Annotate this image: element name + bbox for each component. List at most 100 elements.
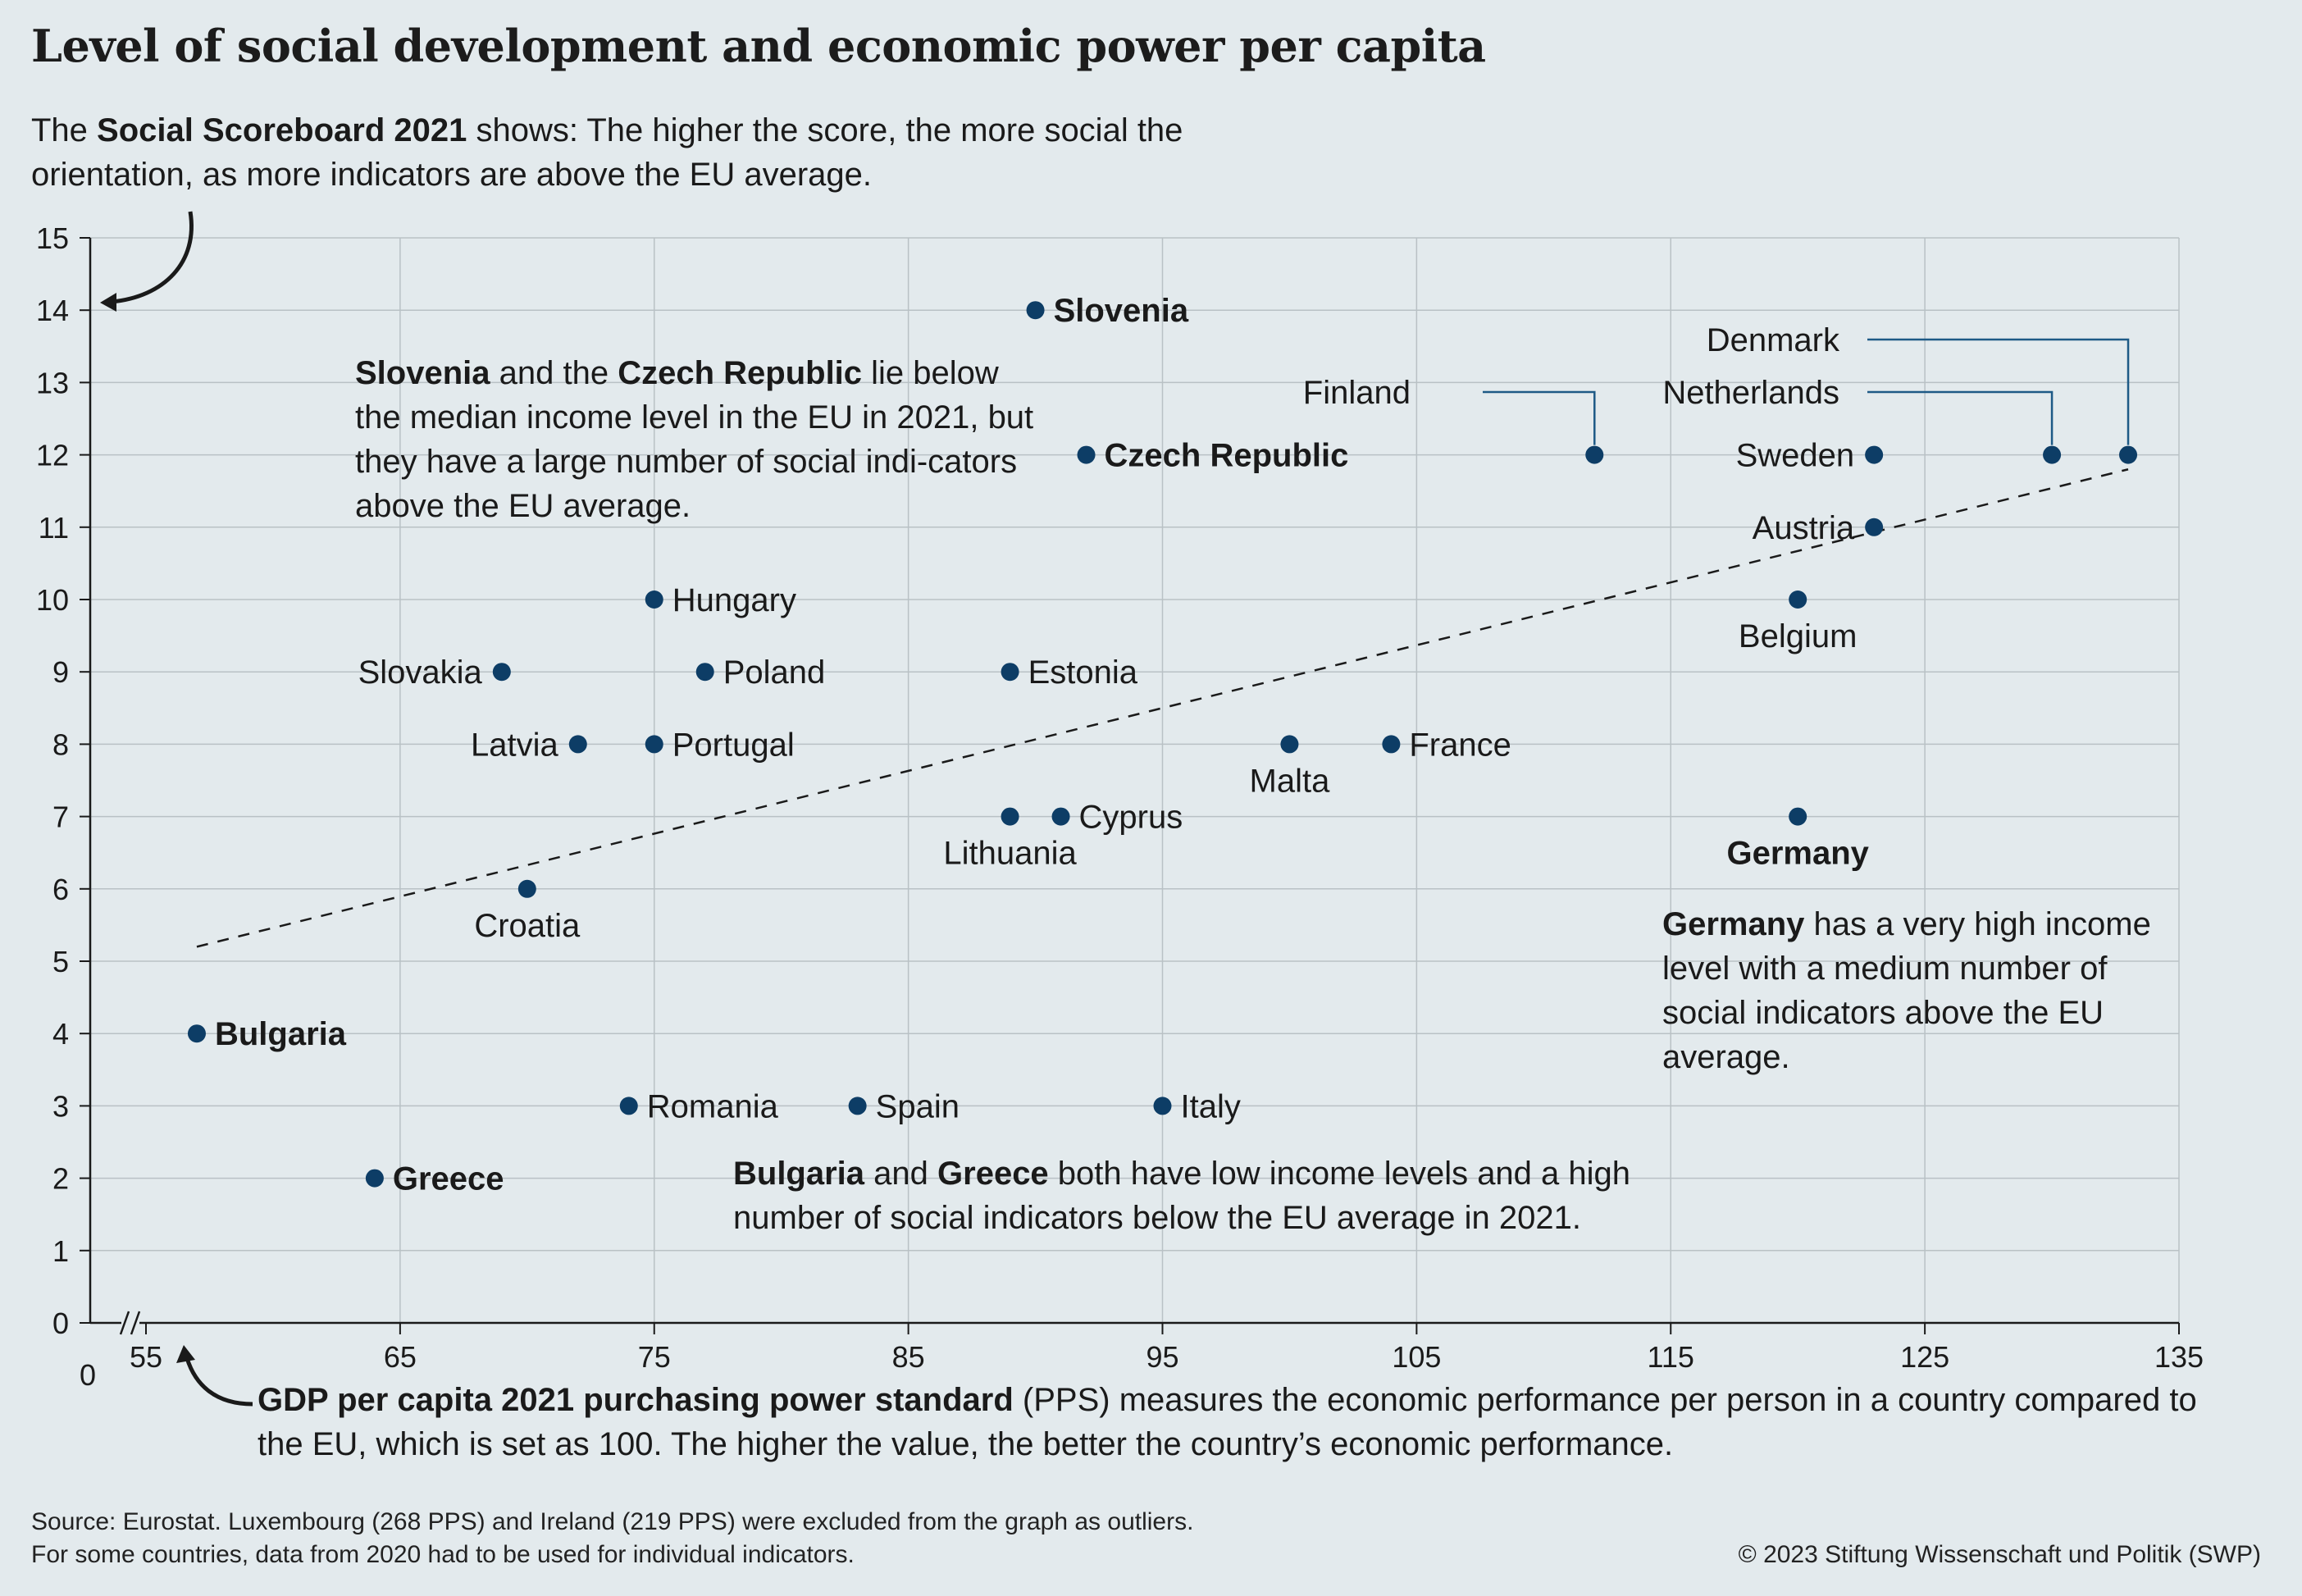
y-axis-description: The Social Scoreboard 2021 shows: The hi… [31,108,1228,197]
data-point [1280,735,1299,754]
data-label: Lithuania [943,836,1077,872]
intro-text: The [31,112,98,148]
intro-text-rest: shows: The higher the score, the more so… [31,112,1183,193]
note-bold-greece: Greece [937,1156,1049,1192]
note-bold-bulgaria: Bulgaria [733,1156,865,1192]
data-point [1001,663,1019,682]
leader-line [1483,390,1596,445]
chart-title: Level of social development and economic… [31,20,1486,72]
x-tick-label: 95 [1146,1340,1178,1374]
data-point [619,1097,638,1115]
y-tick-label: 11 [39,511,69,545]
note-text: has a very high income level with a medi… [1662,906,2151,1075]
data-label: Poland [723,654,826,691]
data-label: Austria [1753,510,1855,546]
y-tick-label: 14 [36,294,69,327]
data-point [2043,445,2062,464]
axis-break-mark [119,1311,130,1335]
note-text: both have low income levels and a high n… [733,1156,1631,1236]
y-tick-label: 12 [36,439,69,472]
x-tick-label: 125 [1900,1340,1949,1374]
y-tick-label: 8 [52,727,69,761]
data-points [187,301,2138,1188]
y-tick-label: 5 [52,945,69,978]
data-point [568,735,587,754]
leader-line [1867,390,2054,445]
x-axis-description: GDP per capita 2021 purchasing power sta… [258,1378,2209,1466]
data-label: Malta [1250,763,1331,799]
data-label: Czech Republic [1105,438,1349,474]
grid-lines [90,237,2180,1323]
data-label: Sweden [1736,438,1855,474]
source-line: Source: Eurostat. Luxembourg (268 PPS) a… [31,1508,1194,1535]
x-arrow [185,1357,253,1407]
source-line: For some countries, data from 2020 had t… [31,1541,855,1568]
data-point [517,879,536,898]
data-point [1077,445,1096,464]
y-tick-label: 10 [36,583,69,617]
data-point [848,1097,867,1115]
data-point [1051,807,1070,826]
y-tick-label: 2 [52,1162,69,1196]
source-footer: Source: Eurostat. Luxembourg (268 PPS) a… [31,1506,1193,1571]
data-point [645,591,663,609]
data-point [492,663,511,682]
data-point [1865,518,1884,536]
x-tick-label: 55 [130,1340,162,1374]
note-text: lie below the median income level in the… [355,355,1034,524]
y-arrowhead [100,293,116,312]
x-tick-label: 75 [638,1340,671,1374]
data-point [187,1024,206,1043]
data-point [1789,591,1807,609]
data-label: Romania [647,1088,779,1124]
data-point [2119,445,2138,464]
data-point [1789,807,1807,826]
data-label: Greece [393,1161,504,1197]
x-tick-label: 85 [892,1340,925,1374]
data-point [1382,735,1401,754]
y-tick-label: 7 [52,800,69,834]
y-tick-label: 3 [52,1089,69,1123]
data-point [1585,445,1604,464]
data-label: Estonia [1028,654,1138,691]
x-arrowhead [176,1345,195,1363]
note-slovenia-czech: Slovenia and the Czech Republic lie belo… [355,351,1036,528]
data-point [365,1169,384,1188]
y-tick-label: 15 [36,221,69,255]
leader-line [1867,338,2130,445]
y-tick-label: 6 [52,873,69,906]
x-axis-text: (PPS) measures the economic performance … [258,1382,2197,1462]
data-point [645,735,663,754]
data-label: Italy [1181,1088,1241,1124]
note-text: and the [490,355,618,391]
data-label: Slovenia [1054,293,1189,329]
data-label: Latvia [471,727,558,763]
annotation-arrows [100,211,253,1407]
leader-lines [1483,338,2130,445]
data-label: Hungary [672,582,796,618]
note-text: and [864,1156,938,1192]
data-point [1865,445,1884,464]
data-point [1153,1097,1172,1115]
copyright: © 2023 Stiftung Wissenschaft und Politik… [1738,1541,2261,1568]
data-point [695,663,714,682]
y-tick-label: 13 [36,366,69,399]
x-origin-label: 0 [80,1358,96,1392]
data-point [1001,807,1019,826]
y-tick-label: 1 [52,1234,69,1268]
data-label: Bulgaria [215,1016,347,1052]
axis-break-mark [130,1311,141,1335]
data-labels: Slovenia Czech Republic Hungary Slovakia Pol… [215,293,1870,1197]
y-arrow [111,211,194,304]
y-tick-label: 0 [52,1306,69,1340]
x-tick-label: 115 [1648,1340,1694,1374]
intro-bold: Social Scoreboard 2021 [97,112,467,148]
data-label: Netherlands [1662,375,1839,411]
data-label: Portugal [672,727,795,763]
note-bulgaria-greece: Bulgaria and Greece both have low income… [733,1151,1701,1240]
data-label: Belgium [1739,618,1858,654]
data-label: Cyprus [1079,800,1183,836]
data-label: Spain [876,1088,960,1124]
